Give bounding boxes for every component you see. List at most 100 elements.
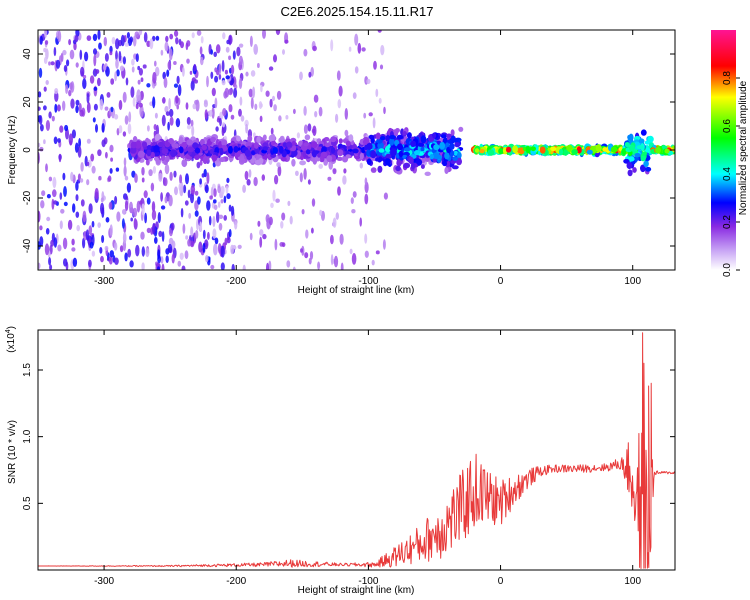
heatmap-cell xyxy=(664,148,670,154)
heatmap-cell xyxy=(402,131,407,136)
heatmap-cell xyxy=(132,136,138,144)
heatmap-cell xyxy=(319,209,323,216)
heatmap-cell xyxy=(403,162,411,169)
heatmap-cell xyxy=(227,146,233,154)
heatmap-cell xyxy=(214,97,218,109)
heatmap-cell xyxy=(43,56,48,64)
heatmap-cell xyxy=(433,144,440,151)
heatmap-cell xyxy=(175,37,179,45)
heatmap-cell xyxy=(348,134,354,142)
heatmap-cell xyxy=(109,51,113,56)
heatmap-cell xyxy=(202,242,206,253)
heatmap-cell xyxy=(265,90,270,97)
x-tick-label: 100 xyxy=(624,576,641,587)
heatmap-cell xyxy=(456,151,462,159)
heatmap-cell xyxy=(377,30,382,33)
heatmap-cell xyxy=(210,186,214,199)
heatmap-cell xyxy=(330,136,337,143)
heatmap-cell xyxy=(231,205,235,216)
heatmap-cell xyxy=(214,75,219,83)
heatmap-cell xyxy=(98,42,102,50)
heatmap-cell xyxy=(126,32,130,39)
heatmap-cell xyxy=(108,255,113,265)
heatmap-cell xyxy=(107,175,112,182)
heatmap-cell xyxy=(303,124,308,134)
heatmap-cell xyxy=(233,87,238,98)
heatmap-cell xyxy=(181,159,188,168)
heatmap-cell xyxy=(277,165,282,177)
heatmap-cell xyxy=(130,86,135,98)
heatmap-cell xyxy=(212,215,216,228)
heatmap-cell xyxy=(286,141,293,148)
heatmap-cell xyxy=(161,148,169,155)
heatmap-cell xyxy=(281,242,286,248)
heatmap-cell xyxy=(250,97,254,109)
heatmap-cell xyxy=(432,132,437,139)
heatmap-cell xyxy=(111,36,116,45)
heatmap-cell xyxy=(245,123,249,134)
heatmap-cell xyxy=(185,102,189,110)
heatmap-cell xyxy=(103,64,107,71)
heatmap-cell xyxy=(38,210,41,223)
heatmap-cell xyxy=(122,56,126,65)
heatmap-cell xyxy=(104,245,109,251)
heatmap-cell xyxy=(364,233,368,244)
heatmap-cell xyxy=(213,188,217,198)
heatmap-cell xyxy=(40,124,44,132)
heatmap-cell xyxy=(141,262,145,270)
heatmap-cell xyxy=(110,157,113,162)
heatmap-cell xyxy=(127,123,132,135)
heatmap-cell xyxy=(74,35,79,43)
heatmap-cell xyxy=(410,162,416,170)
heatmap-cell xyxy=(53,46,57,57)
heatmap-cell xyxy=(280,156,287,162)
heatmap-segment xyxy=(38,30,238,270)
heatmap-cell xyxy=(191,125,195,137)
heatmap-cell xyxy=(174,186,178,196)
heatmap-cell xyxy=(307,179,311,185)
heatmap-cell xyxy=(44,243,50,256)
heatmap-cell xyxy=(449,143,455,150)
heatmap-cell xyxy=(432,152,440,160)
heatmap-cell xyxy=(153,145,160,153)
heatmap-cell xyxy=(377,141,384,150)
heatmap-cell xyxy=(109,45,113,54)
heatmap-cell xyxy=(395,165,401,172)
heatmap-cell xyxy=(270,202,274,208)
heatmap-cell xyxy=(38,142,41,148)
heatmap-cell xyxy=(474,148,480,153)
heatmap-cell xyxy=(75,62,79,68)
heatmap-cell xyxy=(335,212,339,220)
heatmap-cell xyxy=(238,55,243,66)
x-tick-label: 0 xyxy=(498,576,504,587)
heatmap-cell xyxy=(398,150,404,158)
spectrogram-heatmap xyxy=(38,30,675,270)
heatmap-cell xyxy=(275,30,281,36)
heatmap-cell xyxy=(337,99,342,109)
heatmap-cell xyxy=(109,224,113,237)
heatmap-cell xyxy=(244,170,249,181)
heatmap-cell xyxy=(218,73,222,80)
heatmap-cell xyxy=(93,86,98,91)
heatmap-cell xyxy=(525,145,530,154)
heatmap-cell xyxy=(256,136,261,144)
heatmap-cell xyxy=(39,236,44,247)
heatmap-cell xyxy=(375,157,380,162)
heatmap-cell xyxy=(210,264,215,270)
heatmap-cell xyxy=(79,178,84,183)
heatmap-cell xyxy=(104,106,109,111)
heatmap-cell xyxy=(410,140,417,147)
heatmap-cell xyxy=(505,146,512,153)
heatmap-cell xyxy=(414,150,420,156)
heatmap-cell xyxy=(213,243,218,256)
heatmap-cell xyxy=(550,146,557,152)
heatmap-cell xyxy=(303,105,307,116)
heatmap-cell xyxy=(359,152,364,160)
heatmap-cell xyxy=(148,169,153,177)
heatmap-cell xyxy=(512,145,518,154)
heatmap-cell xyxy=(38,67,43,78)
heatmap-cell xyxy=(225,75,230,80)
heatmap-cell xyxy=(359,162,363,169)
heatmap-cell xyxy=(130,217,133,222)
heatmap-cell xyxy=(53,237,58,248)
